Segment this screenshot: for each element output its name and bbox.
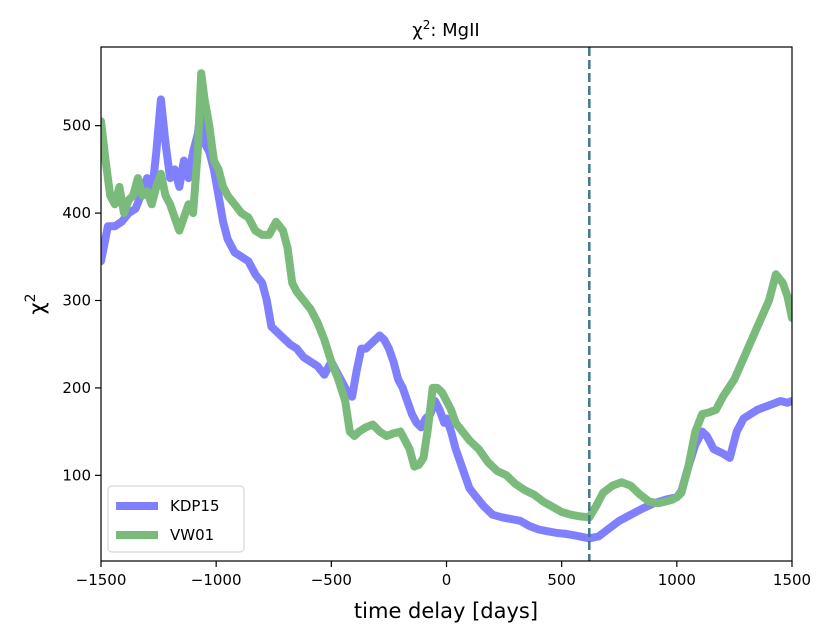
series-line-vw01 [101,69,792,522]
x-axis-title: time delay [days] [354,599,538,623]
legend-label-kdp15: KDP15 [170,497,220,515]
x-tick-label: −1500 [76,571,127,589]
x-tick-label: −500 [311,571,352,589]
legend: KDP15 VW01 [107,485,245,553]
x-tick-label: 0 [442,571,452,589]
y-tick-label: 500 [62,117,91,135]
chart-title: χ2: MgII [412,18,479,41]
x-tick-label: −1000 [191,571,242,589]
y-tick-label: 200 [62,379,91,397]
y-axis: 100 200 300 400 500 [62,117,101,484]
series-layer [101,69,792,543]
x-tick-label: 1500 [773,571,811,589]
legend-label-vw01: VW01 [170,526,214,544]
x-tick-label: 1000 [658,571,696,589]
y-tick-label: 400 [62,204,91,222]
x-tick-label: 500 [547,571,576,589]
y-tick-label: 300 [62,292,91,310]
x-axis: −1500 −1000 −500 0 500 1000 1500 [76,561,811,589]
y-axis-title: χ2 [23,293,49,314]
y-tick-label: 100 [62,466,91,484]
